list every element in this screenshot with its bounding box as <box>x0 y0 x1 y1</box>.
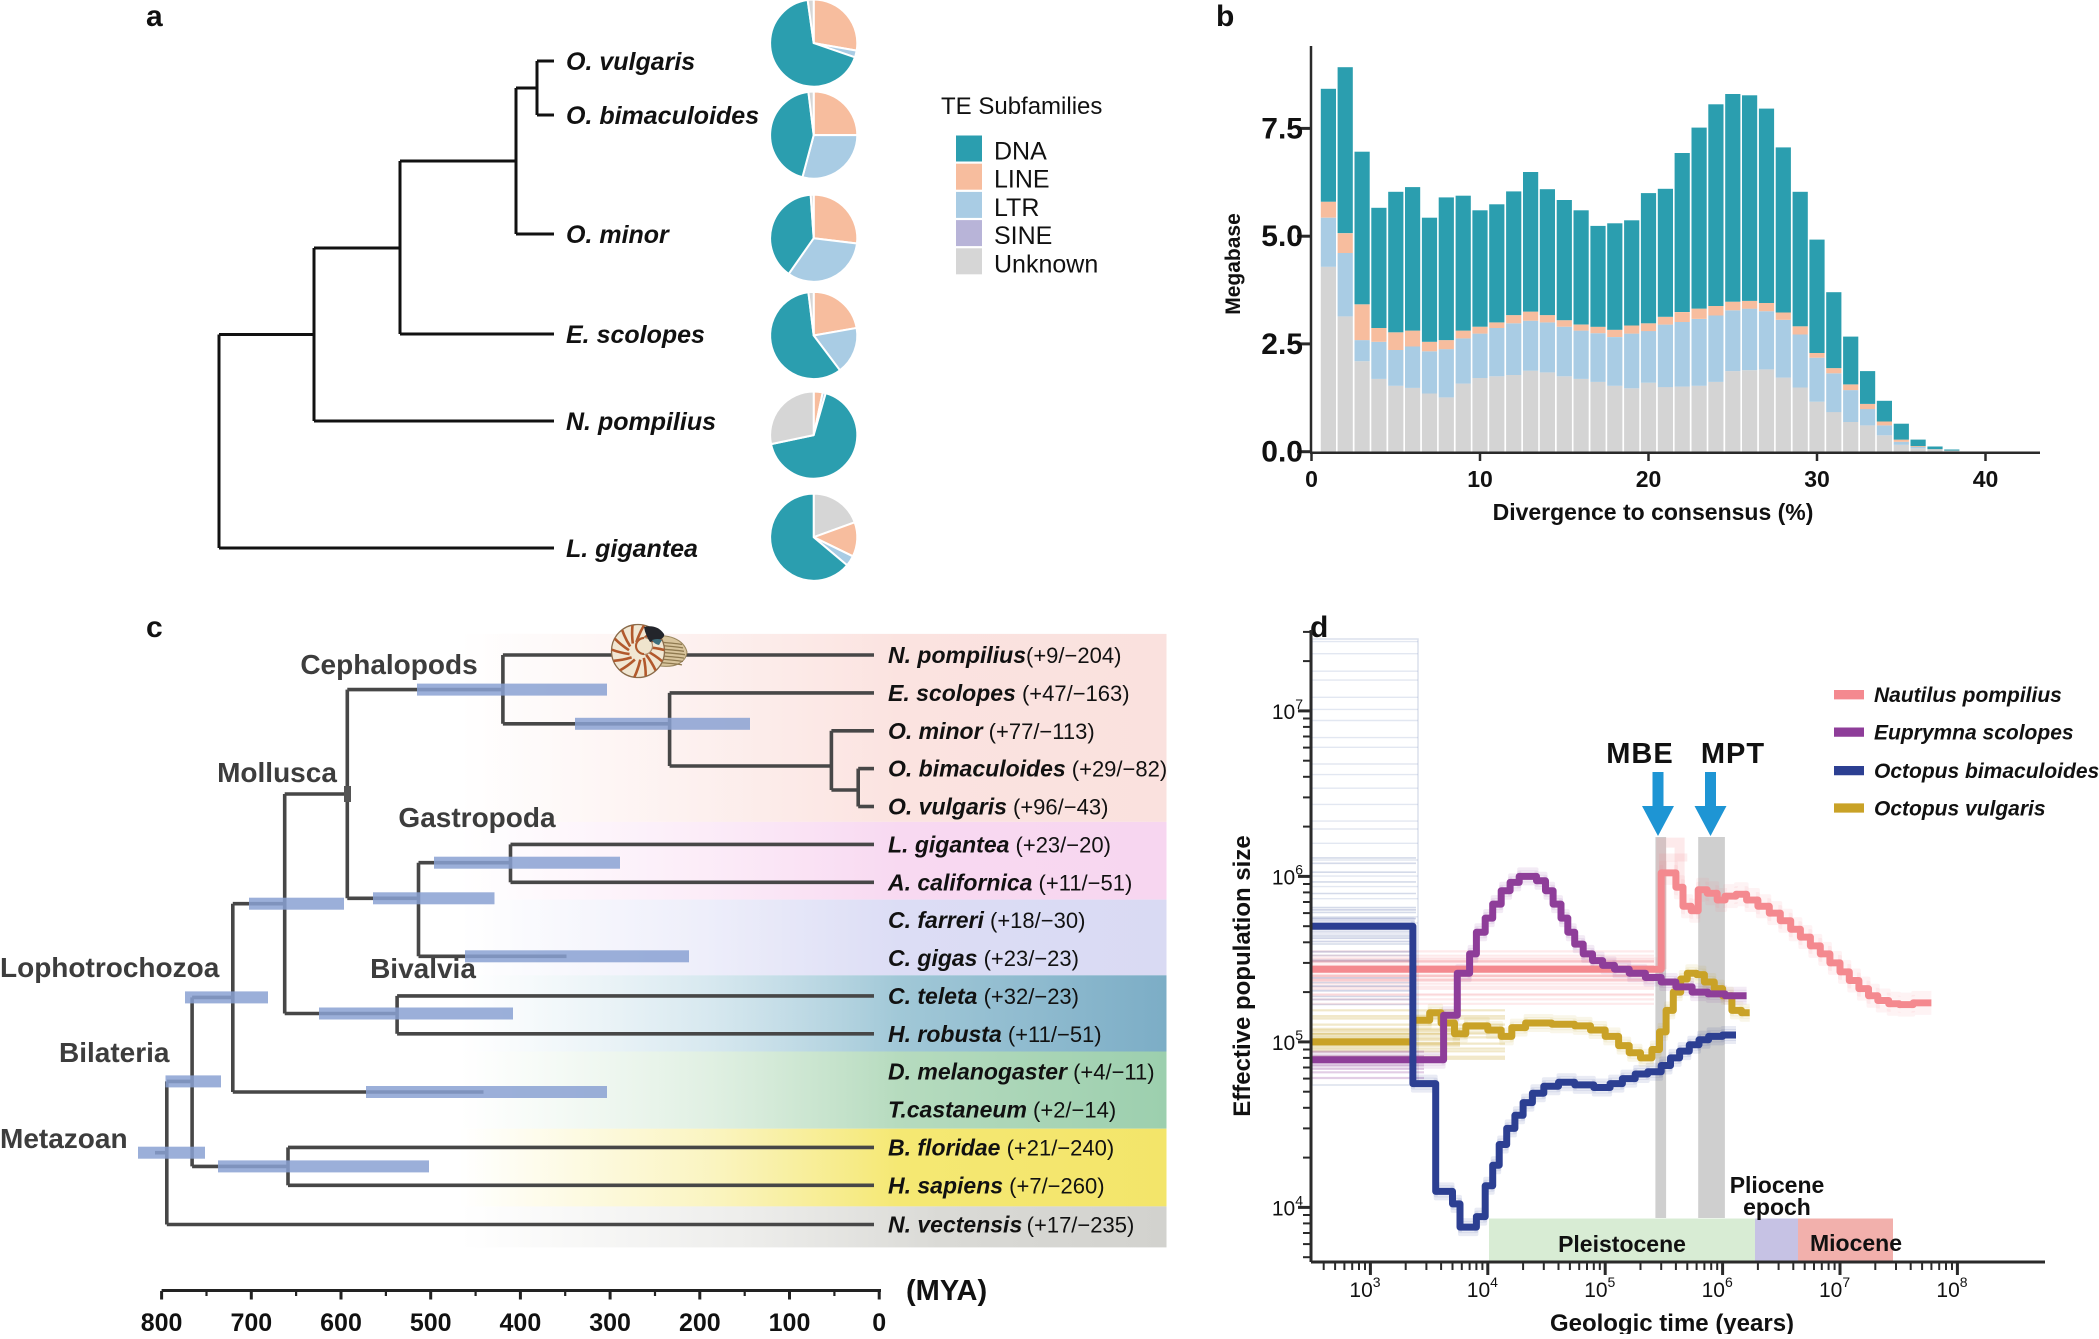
svg-text:C. gigas (+23/−23): C. gigas (+23/−23) <box>888 945 1079 971</box>
svg-text:40: 40 <box>1973 466 1999 492</box>
svg-text:300: 300 <box>589 1309 631 1334</box>
svg-text:C. teleta (+32/−23): C. teleta (+32/−23) <box>888 983 1079 1009</box>
svg-text:N. vectensis (+17/−235): N. vectensis (+17/−235) <box>888 1212 1134 1238</box>
svg-text:Megabase: Megabase <box>1222 213 1245 315</box>
svg-text:(MYA): (MYA) <box>906 1275 987 1307</box>
svg-text:N. pompilius: N. pompilius <box>566 408 716 436</box>
svg-text:100: 100 <box>769 1309 811 1334</box>
svg-text:600: 600 <box>320 1309 362 1334</box>
svg-text:Cephalopods: Cephalopods <box>300 649 477 680</box>
svg-text:O. vulgaris (+96/−43): O. vulgaris (+96/−43) <box>888 794 1108 820</box>
svg-text:DNA: DNA <box>994 138 1047 166</box>
svg-text:20: 20 <box>1636 466 1662 492</box>
svg-text:C. farreri (+18/−30): C. farreri (+18/−30) <box>888 907 1085 933</box>
svg-text:epoch: epoch <box>1743 1194 1811 1220</box>
svg-text:Unknown: Unknown <box>994 250 1098 278</box>
svg-text:O. minor: O. minor <box>566 221 670 249</box>
svg-text:O. bimaculoides: O. bimaculoides <box>566 102 759 130</box>
svg-text:MPT: MPT <box>1701 738 1765 770</box>
svg-text:800: 800 <box>141 1309 183 1334</box>
svg-text:0.0: 0.0 <box>1261 436 1303 469</box>
svg-text:O. minor (+77/−113): O. minor (+77/−113) <box>888 718 1095 744</box>
svg-text:2.5: 2.5 <box>1261 328 1303 361</box>
svg-text:E. scolopes: E. scolopes <box>566 321 705 349</box>
svg-text:Gastropoda: Gastropoda <box>398 802 556 833</box>
svg-text:O. bimaculoides (+29/−82): O. bimaculoides (+29/−82) <box>888 756 1167 782</box>
svg-text:L. gigantea (+23/−20): L. gigantea (+23/−20) <box>888 831 1111 857</box>
svg-text:D. melanogaster (+4/−11): D. melanogaster (+4/−11) <box>888 1059 1155 1085</box>
svg-text:400: 400 <box>500 1309 542 1334</box>
svg-text:N. pompilius(+9/−204): N. pompilius(+9/−204) <box>888 642 1121 668</box>
svg-text:Pleistocene: Pleistocene <box>1558 1231 1686 1257</box>
svg-text:5.0: 5.0 <box>1261 220 1303 253</box>
svg-text:700: 700 <box>230 1309 272 1334</box>
svg-text:E. scolopes (+47/−163): E. scolopes (+47/−163) <box>888 680 1130 706</box>
svg-text:TE Subfamilies: TE Subfamilies <box>941 93 1102 120</box>
svg-text:Divergence to consensus (%): Divergence to consensus (%) <box>1493 499 1814 525</box>
svg-text:SINE: SINE <box>994 222 1052 250</box>
svg-text:10: 10 <box>1467 466 1493 492</box>
svg-text:Effective population size: Effective population size <box>1229 835 1256 1116</box>
svg-text:Octopus bimaculoides: Octopus bimaculoides <box>1874 760 2099 783</box>
svg-text:200: 200 <box>679 1309 721 1334</box>
svg-text:a: a <box>146 0 163 33</box>
svg-text:7.5: 7.5 <box>1261 112 1303 145</box>
svg-text:H. robusta (+11/−51): H. robusta (+11/−51) <box>888 1021 1102 1047</box>
svg-text:b: b <box>1216 0 1234 33</box>
svg-text:B. floridae (+21/−240): B. floridae (+21/−240) <box>888 1134 1114 1160</box>
svg-text:L. gigantea: L. gigantea <box>566 535 698 563</box>
svg-text:Octopus vulgaris: Octopus vulgaris <box>1874 798 2046 821</box>
svg-text:Metazoan: Metazoan <box>0 1123 128 1154</box>
svg-text:T.castaneum (+2/−14): T.castaneum (+2/−14) <box>888 1097 1116 1123</box>
svg-text:Bilateria: Bilateria <box>59 1037 170 1068</box>
svg-text:LINE: LINE <box>994 166 1050 194</box>
svg-text:30: 30 <box>1804 466 1830 492</box>
svg-text:Mollusca: Mollusca <box>217 757 337 788</box>
svg-text:Miocene: Miocene <box>1810 1230 1902 1256</box>
svg-text:H. sapiens (+7/−260): H. sapiens (+7/−260) <box>888 1172 1105 1198</box>
svg-text:0: 0 <box>872 1309 886 1334</box>
svg-text:Euprymna scolopes: Euprymna scolopes <box>1874 722 2074 745</box>
svg-text:0: 0 <box>1305 466 1318 492</box>
svg-text:A. californica (+11/−51): A. californica (+11/−51) <box>887 869 1132 895</box>
svg-text:LTR: LTR <box>994 194 1039 222</box>
svg-text:Nautilus pompilius: Nautilus pompilius <box>1874 684 2062 707</box>
svg-text:MBE: MBE <box>1606 738 1673 770</box>
svg-text:Lophotrochozoa: Lophotrochozoa <box>0 952 220 983</box>
svg-text:Geologic time (years): Geologic time (years) <box>1550 1310 1794 1334</box>
svg-text:500: 500 <box>410 1309 452 1334</box>
svg-text:c: c <box>146 611 163 644</box>
svg-text:Bivalvia: Bivalvia <box>370 953 476 984</box>
svg-text:O. vulgaris: O. vulgaris <box>566 48 695 76</box>
